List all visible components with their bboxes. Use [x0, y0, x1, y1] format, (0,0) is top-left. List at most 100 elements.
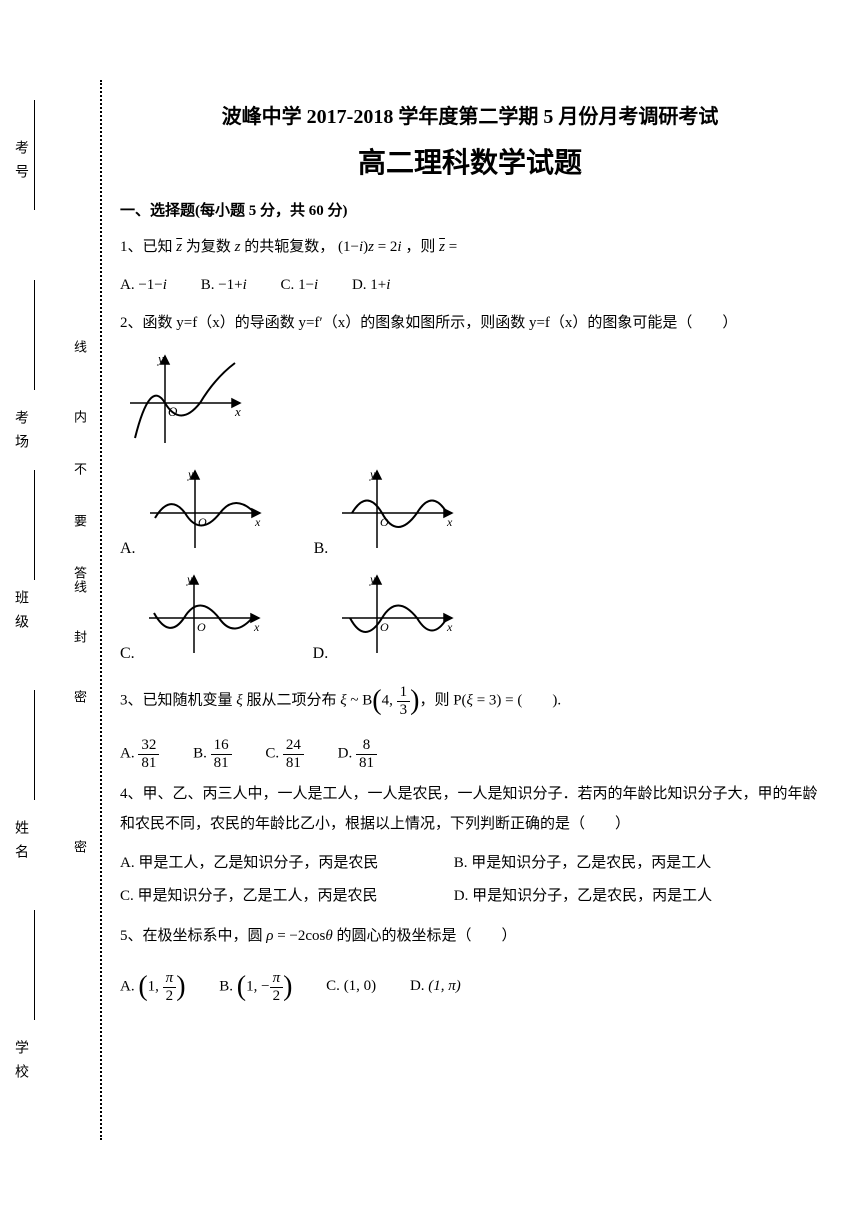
- option-A: A. −1−i: [120, 270, 167, 300]
- q3-text: = 3) = ( ).: [473, 692, 561, 708]
- seal-text: 密: [70, 840, 89, 857]
- fraction: 13: [397, 684, 411, 718]
- exam-content: 波峰中学 2017-2018 学年度第二学期 5 月份月考调研考试 高二理科数学…: [120, 100, 820, 1023]
- q2-options-row2: C. y x O D. y x: [120, 568, 820, 663]
- option-C: C. 2481: [265, 737, 304, 771]
- svg-text:O: O: [380, 620, 389, 634]
- q4-options: A. 甲是工人，乙是知识分子，丙是农民 B. 甲是知识分子，乙是农民，丙是工人 …: [120, 847, 820, 913]
- frac-den: 81: [138, 755, 159, 772]
- q5-text: = −2cos: [273, 928, 325, 944]
- section-heading: 一、选择题(每小题 5 分，共 60 分): [120, 199, 820, 220]
- seal-text: 内 不 要 答: [70, 410, 89, 591]
- opt-text: −1+: [218, 277, 242, 293]
- question-1: 1、已知 z 为复数 z 的共轭复数， (1−i)z = 2i ，则 z =: [120, 232, 820, 262]
- frac-num: 16: [211, 737, 232, 755]
- opt-text: 1+: [370, 277, 386, 293]
- q1-text: = 2: [374, 239, 397, 255]
- seal-text: 线: [70, 580, 89, 597]
- q1-text: 1、已知: [120, 239, 176, 255]
- question-4: 4、甲、乙、丙三人中，一人是工人，一人是农民，一人是知识分子．若丙的年龄比知识分…: [120, 779, 820, 839]
- frac-num: 32: [138, 737, 159, 755]
- svg-text:x: x: [254, 515, 261, 529]
- option-B: B. 1681: [193, 737, 232, 771]
- q3-text: ，则 P(: [419, 692, 466, 708]
- q5-text: 5、在极坐标系中，圆: [120, 928, 266, 944]
- margin-label-examno: 考号: [10, 140, 30, 188]
- seal-text: 密: [70, 690, 89, 707]
- seal-text: 线: [70, 340, 89, 357]
- svg-text:x: x: [446, 515, 453, 529]
- option-D: D. 881: [338, 737, 377, 771]
- exam-subtitle: 高二理科数学试题: [120, 141, 820, 181]
- option-B: B. (1, −π2): [219, 959, 292, 1015]
- q1-text: ，则: [402, 239, 440, 255]
- svg-text:x: x: [253, 620, 260, 634]
- q3-text: 4,: [382, 692, 397, 708]
- question-3: 3、已知随机变量 ξ 服从二项分布 ξ ~ B(4, 13)，则 P(ξ = 3…: [120, 673, 820, 729]
- exam-title: 波峰中学 2017-2018 学年度第二学期 5 月份月考调研考试: [120, 100, 820, 129]
- q3-options: A. 3281 B. 1681 C. 2481 D. 881: [120, 737, 820, 771]
- option-B: B. −1+i: [201, 270, 247, 300]
- q1-text: 的共轭复数， (1−: [240, 239, 358, 255]
- svg-text:O: O: [168, 404, 178, 419]
- frac-den: 81: [356, 755, 377, 772]
- svg-text:O: O: [380, 515, 389, 529]
- frac-den: 2: [163, 988, 177, 1005]
- svg-text:O: O: [198, 515, 207, 529]
- margin-label-name: 姓名: [10, 820, 30, 868]
- frac-num: π: [270, 970, 284, 988]
- option-C: C. (1, 0): [326, 971, 376, 1001]
- q2-derivative-graph: y x O: [120, 348, 820, 453]
- frac-den: 81: [211, 755, 232, 772]
- margin-underline: [34, 690, 35, 800]
- option-D: D. 甲是知识分子，乙是农民，丙是工人: [454, 880, 712, 913]
- svg-text:y: y: [156, 351, 164, 366]
- frac-num: 24: [283, 737, 304, 755]
- margin-underline: [34, 470, 35, 580]
- opt-text: 1−: [298, 277, 314, 293]
- opt-text: (1, 0): [344, 978, 377, 994]
- q3-text: 3、已知随机变量: [120, 692, 236, 708]
- dotted-fold-line: [100, 80, 102, 1140]
- option-D: D. 1+i: [352, 270, 390, 300]
- margin-label-class: 班级: [10, 590, 30, 638]
- option-C: C. 甲是知识分子，乙是工人，丙是农民: [120, 880, 450, 913]
- margin-underline: [34, 910, 35, 1020]
- option-B-graph: B. y x O: [314, 463, 463, 558]
- svg-text:y: y: [186, 572, 193, 586]
- margin-label-room: 考场: [10, 410, 30, 458]
- option-A: A. (1, π2): [120, 959, 186, 1015]
- q1-options: A. −1−i B. −1+i C. 1−i D. 1+i: [120, 270, 820, 300]
- svg-text:x: x: [234, 404, 241, 419]
- q3-text: 服从二项分布: [243, 692, 341, 708]
- q3-text: ~ B: [347, 692, 373, 708]
- binding-margin: 考号 考场 班级 姓名 学校 线 内 不 要 答 线 封 密 密: [0, 80, 110, 1140]
- question-5: 5、在极坐标系中，圆 ρ = −2cosθ 的圆心的极坐标是（ ）: [120, 921, 820, 951]
- question-2: 2、函数 y=f（x）的导函数 y=f′（x）的图象如图所示，则函数 y=f（x…: [120, 308, 820, 338]
- frac-den: 81: [283, 755, 304, 772]
- q1-text: =: [445, 239, 457, 255]
- frac-num: 1: [397, 684, 411, 702]
- option-A: A. 甲是工人，乙是知识分子，丙是农民: [120, 847, 450, 880]
- svg-text:O: O: [197, 620, 206, 634]
- margin-label-school: 学校: [10, 1040, 30, 1088]
- q5-options: A. (1, π2) B. (1, −π2) C. (1, 0) D. (1, …: [120, 959, 820, 1015]
- svg-text:y: y: [187, 467, 194, 481]
- opt-text: 1,: [148, 978, 163, 994]
- option-D-graph: D. y x O: [313, 568, 463, 663]
- option-D: D. (1, π): [410, 971, 461, 1001]
- opt-text: −1−: [138, 277, 162, 293]
- seal-text: 封: [70, 630, 89, 647]
- deriv-plot: y x O: [120, 348, 250, 448]
- option-B: B. 甲是知识分子，乙是农民，丙是工人: [454, 847, 712, 880]
- theta-var: θ: [325, 928, 332, 944]
- option-C: C. 1−i: [281, 270, 319, 300]
- opt-text: (1, π): [428, 978, 461, 994]
- opt-text: 1, −: [246, 978, 269, 994]
- q1-text: 为复数: [182, 239, 235, 255]
- option-C-graph: C. y x O: [120, 568, 269, 663]
- q2-options-row1: A. y x O B. y x: [120, 463, 820, 558]
- margin-underline: [34, 100, 35, 210]
- margin-underline: [34, 280, 35, 390]
- frac-num: 8: [356, 737, 377, 755]
